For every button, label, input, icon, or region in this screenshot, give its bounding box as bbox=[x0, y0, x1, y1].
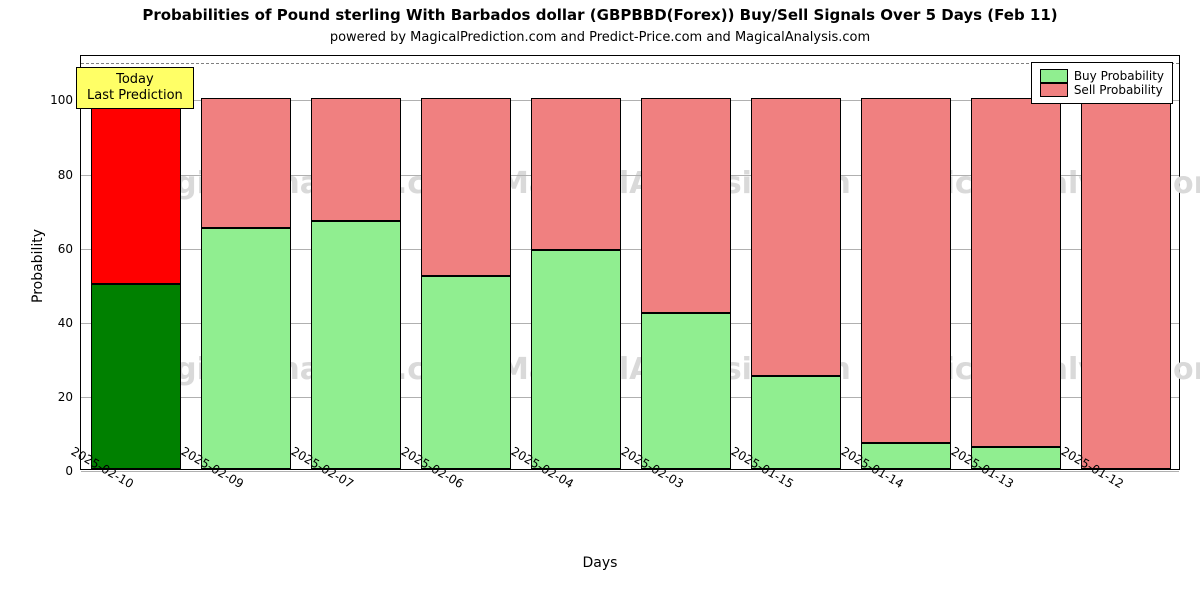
today-annotation: Today Last Prediction bbox=[76, 67, 194, 108]
ytick-label: 40 bbox=[58, 316, 73, 330]
legend-swatch-buy bbox=[1040, 69, 1068, 83]
x-axis-label: Days bbox=[0, 555, 1200, 571]
legend: Buy Probability Sell Probability bbox=[1031, 62, 1173, 104]
today-annotation-line1: Today bbox=[87, 72, 183, 88]
bar-buy bbox=[311, 221, 401, 469]
chart-title: Probabilities of Pound sterling With Bar… bbox=[0, 6, 1200, 24]
bar-sell bbox=[421, 98, 511, 276]
bar-group bbox=[201, 54, 291, 469]
bar-group bbox=[861, 54, 951, 469]
gridline bbox=[81, 471, 1179, 472]
bar-sell bbox=[201, 98, 291, 228]
bar-group bbox=[751, 54, 841, 469]
ytick-label: 20 bbox=[58, 390, 73, 404]
bar-group bbox=[1081, 54, 1171, 469]
plot-area: MagicalAnalysis.comMagicalAnalysis.comMa… bbox=[80, 55, 1180, 470]
bar-sell bbox=[861, 98, 951, 443]
bar-sell bbox=[531, 98, 621, 250]
chart-subtitle: powered by MagicalPrediction.com and Pre… bbox=[0, 30, 1200, 45]
ytick-label: 60 bbox=[58, 242, 73, 256]
legend-swatch-sell bbox=[1040, 83, 1068, 97]
bar-sell bbox=[971, 98, 1061, 446]
legend-label-sell: Sell Probability bbox=[1074, 83, 1163, 97]
bar-sell bbox=[91, 98, 181, 283]
ytick-label: 100 bbox=[50, 93, 73, 107]
bar-group bbox=[531, 54, 621, 469]
legend-label-buy: Buy Probability bbox=[1074, 69, 1164, 83]
legend-row-buy: Buy Probability bbox=[1040, 69, 1164, 83]
bar-buy bbox=[751, 376, 841, 469]
today-annotation-line2: Last Prediction bbox=[87, 88, 183, 104]
ytick-label: 0 bbox=[65, 464, 73, 478]
bar-sell bbox=[751, 98, 841, 376]
bar-sell bbox=[1081, 98, 1171, 469]
bars-layer bbox=[81, 56, 1179, 469]
bar-group bbox=[421, 54, 511, 469]
legend-row-sell: Sell Probability bbox=[1040, 83, 1164, 97]
ytick-label: 80 bbox=[58, 168, 73, 182]
bar-sell bbox=[641, 98, 731, 313]
y-axis-label: Probability bbox=[30, 228, 46, 302]
bar-group bbox=[971, 54, 1061, 469]
bar-group bbox=[311, 54, 401, 469]
bar-sell bbox=[311, 98, 401, 220]
chart-container: Probabilities of Pound sterling With Bar… bbox=[0, 0, 1200, 600]
bar-group bbox=[91, 54, 181, 469]
bar-group bbox=[641, 54, 731, 469]
